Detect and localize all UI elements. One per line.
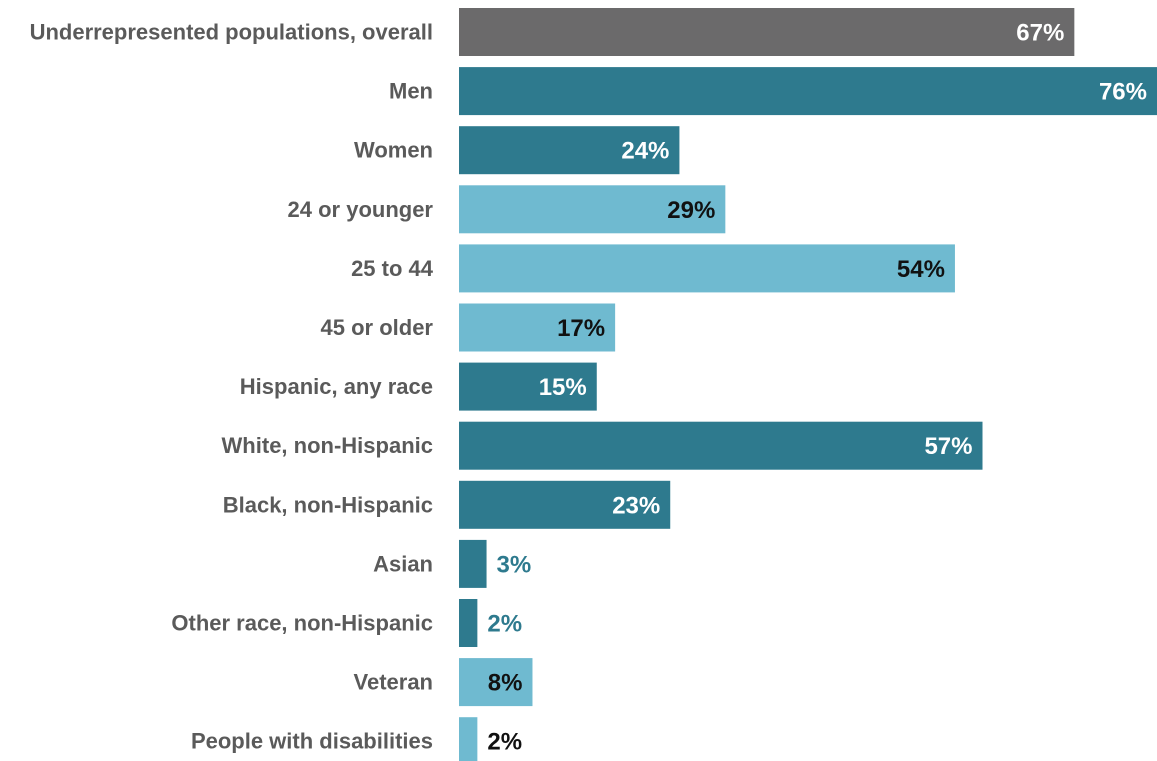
category-label: Veteran (354, 670, 434, 695)
category-label: White, non-Hispanic (222, 433, 433, 458)
value-label: 15% (539, 374, 587, 401)
value-label: 3% (497, 551, 532, 578)
category-label: People with disabilities (191, 729, 433, 754)
category-label: Asian (373, 551, 433, 576)
category-label: 25 to 44 (351, 256, 434, 281)
bar (459, 244, 955, 293)
value-label: 57% (924, 433, 972, 460)
bar (459, 303, 616, 352)
value-label: 76% (1099, 79, 1147, 106)
bar (459, 126, 680, 175)
value-label: 17% (557, 315, 605, 342)
category-label: Black, non-Hispanic (223, 492, 433, 517)
bar (459, 539, 487, 588)
value-label: 8% (488, 670, 523, 697)
bar (459, 658, 533, 707)
value-label: 2% (487, 729, 522, 756)
category-label: Underrepresented populations, overall (30, 20, 433, 45)
value-label: 54% (897, 256, 945, 283)
bar (459, 362, 597, 411)
bar (459, 480, 671, 529)
value-label: 29% (667, 197, 715, 224)
category-labels: Underrepresented populations, overall Men… (30, 20, 434, 754)
category-label: Hispanic, any race (240, 374, 433, 399)
value-labels: 67% 76% 24% 29% 54% 17% 15% 57% 23% 3% 2% 8% 2% (487, 20, 1147, 756)
category-label: Other race, non-Hispanic (171, 611, 433, 636)
value-label: 2% (487, 611, 522, 638)
bar (459, 599, 478, 647)
bar (459, 717, 478, 761)
category-label: Women (354, 138, 433, 163)
bar (459, 421, 983, 470)
category-label: 24 or younger (288, 197, 434, 222)
bar (459, 185, 726, 234)
bars (459, 8, 1157, 761)
value-label: 67% (1016, 20, 1064, 47)
category-label: Men (389, 79, 433, 104)
value-label: 23% (612, 492, 660, 519)
category-label: 45 or older (321, 315, 434, 340)
bar (459, 8, 1075, 56)
bar (459, 67, 1157, 116)
value-label: 24% (621, 138, 669, 165)
